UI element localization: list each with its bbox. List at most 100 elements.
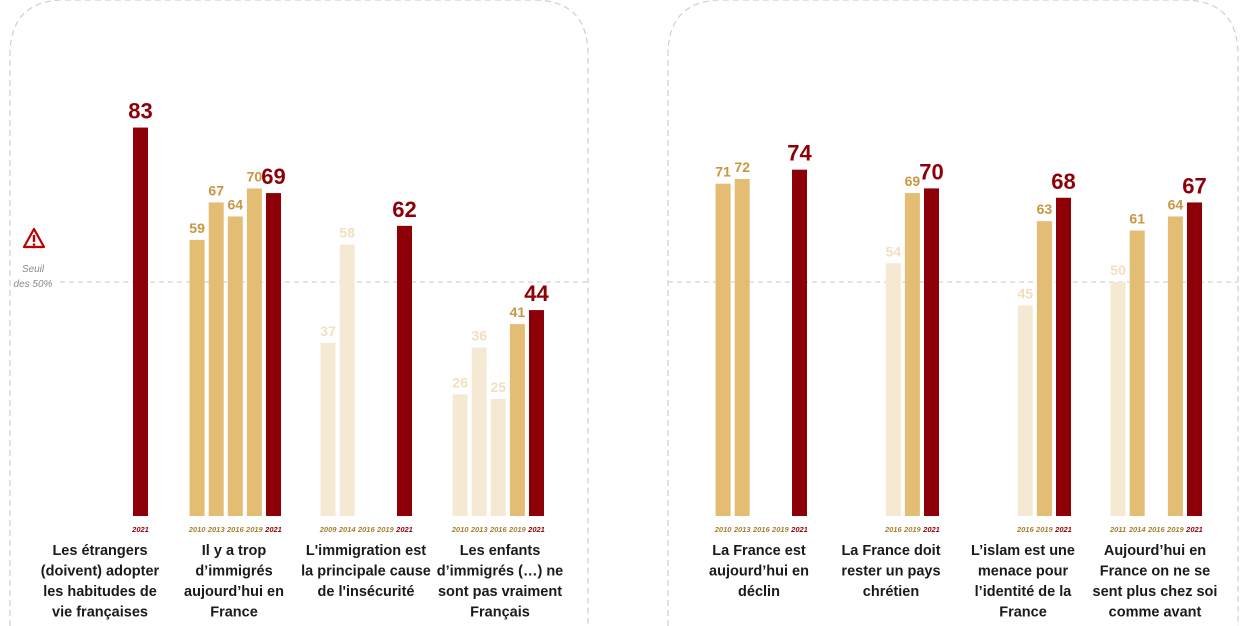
category-label-line: chrétien xyxy=(863,584,919,600)
data-label: 70 xyxy=(919,159,943,184)
left-panel-border xyxy=(9,0,589,626)
category-label-line: La France est xyxy=(712,543,806,559)
bar xyxy=(885,263,901,516)
data-label: 50 xyxy=(1110,262,1126,278)
bar xyxy=(452,394,468,516)
year-tick-label: 2019 xyxy=(771,525,790,534)
bar-group: 83 2021 Les étrangers (doivent) adopter les … xyxy=(41,99,160,621)
bar xyxy=(227,216,243,517)
data-label: 74 xyxy=(787,141,812,166)
year-tick-label: 2019 xyxy=(1166,525,1185,534)
bar xyxy=(490,399,506,516)
data-label: 69 xyxy=(905,173,921,189)
category-label-line: France xyxy=(999,605,1047,621)
bar xyxy=(904,193,920,516)
category-label-line: comme avant xyxy=(1109,605,1202,621)
data-label: 72 xyxy=(734,159,750,175)
bar xyxy=(189,239,205,516)
right-panel-border xyxy=(667,0,1239,626)
bar xyxy=(1110,282,1126,516)
data-label: 68 xyxy=(1051,169,1075,194)
category-label-line: vie françaises xyxy=(52,605,148,621)
category-label-line: la principale cause xyxy=(301,564,431,580)
year-tick-label: 2019 xyxy=(508,525,527,534)
data-label: 61 xyxy=(1129,211,1145,227)
year-tick-label: 2013 xyxy=(207,525,226,534)
data-label: 25 xyxy=(491,379,507,395)
bar xyxy=(792,169,807,516)
data-label: 37 xyxy=(320,323,336,339)
bar xyxy=(320,342,336,516)
data-label: 71 xyxy=(715,164,731,180)
category-label-line: aujourd’hui en xyxy=(184,584,284,600)
category-label-line: aujourd’hui en xyxy=(709,564,809,580)
category-label-line: déclin xyxy=(738,584,780,600)
data-label: 41 xyxy=(510,304,526,320)
chart-panels xyxy=(9,0,1239,626)
bar-group: 54 2016 69 2019 70 2021 La France doit rester u… xyxy=(841,159,943,600)
year-tick-label: 2014 xyxy=(1128,525,1147,534)
bar xyxy=(1129,230,1145,516)
year-tick-label: 2010 xyxy=(714,525,733,534)
bars-layer: 83 2021 Les étrangers (doivent) adopter les … xyxy=(41,99,1218,621)
year-tick-label: 2014 xyxy=(338,525,357,534)
category-label-line: sent plus chez soi xyxy=(1093,584,1218,600)
year-tick-label: 2016 xyxy=(226,525,245,534)
year-tick-label: 2021 xyxy=(395,525,413,534)
year-tick-label: 2011 xyxy=(1109,525,1126,534)
year-tick-label: 2016 xyxy=(357,525,376,534)
category-label-line: d’immigrés xyxy=(195,564,272,580)
category-label-line: Les étrangers xyxy=(52,543,147,559)
year-tick-label: 2010 xyxy=(188,525,207,534)
year-tick-label: 2021 xyxy=(527,525,545,534)
warning-triangle-icon xyxy=(22,227,46,249)
threshold-layer: Seuil des 50% xyxy=(14,227,1238,290)
data-label: 59 xyxy=(189,220,205,236)
year-tick-label: 2021 xyxy=(264,525,282,534)
year-tick-label: 2021 xyxy=(790,525,808,534)
threshold-label-line-1: Seuil xyxy=(22,264,45,275)
year-tick-label: 2013 xyxy=(470,525,489,534)
data-label: 26 xyxy=(452,374,468,390)
year-tick-label: 2019 xyxy=(245,525,264,534)
bar xyxy=(715,183,731,516)
bar-group: 26 2010 36 2013 25 2016 41 2019 44 2021 Les enfant… xyxy=(437,281,564,620)
data-label: 63 xyxy=(1037,201,1053,217)
year-tick-label: 2016 xyxy=(489,525,508,534)
year-tick-label: 2019 xyxy=(903,525,922,534)
category-label-line: Français xyxy=(470,605,530,621)
data-label: 62 xyxy=(392,197,416,222)
bar xyxy=(339,244,355,516)
year-tick-label: 2021 xyxy=(131,525,149,534)
data-label: 54 xyxy=(886,243,902,259)
year-tick-label: 2016 xyxy=(1016,525,1035,534)
data-label: 67 xyxy=(208,182,224,198)
category-label-line: d’immigrés (…) ne xyxy=(437,564,564,580)
year-tick-label: 2021 xyxy=(1054,525,1072,534)
year-tick-label: 2019 xyxy=(376,525,395,534)
bar xyxy=(1056,197,1071,516)
bar xyxy=(397,225,412,516)
category-label-line: Aujourd’hui en xyxy=(1104,543,1206,559)
bar xyxy=(471,347,487,516)
bar xyxy=(1167,216,1183,517)
year-tick-label: 2021 xyxy=(1185,525,1203,534)
bar xyxy=(1017,305,1033,516)
data-label: 58 xyxy=(339,225,355,241)
bar-group: 45 2016 63 2019 68 2021 L’islam est une menace … xyxy=(971,169,1076,621)
category-label-line: Il y a trop xyxy=(202,543,267,559)
category-label-line: L’islam est une xyxy=(971,543,1075,559)
bar-group: 71 2010 72 2013 2016 2019 74 2021 La France est a… xyxy=(709,141,812,600)
bar xyxy=(1187,202,1202,516)
category-label-line: l’identité de la xyxy=(975,584,1073,600)
year-tick-label: 2009 xyxy=(319,525,338,534)
data-label: 45 xyxy=(1018,285,1034,301)
bar xyxy=(266,193,281,516)
year-tick-label: 2013 xyxy=(733,525,752,534)
threshold-label-line-2: des 50% xyxy=(14,279,53,290)
year-tick-label: 2016 xyxy=(752,525,771,534)
data-label: 44 xyxy=(524,281,549,306)
category-label-line: de l'insécurité xyxy=(318,584,415,600)
category-label-line: Les enfants xyxy=(460,543,541,559)
